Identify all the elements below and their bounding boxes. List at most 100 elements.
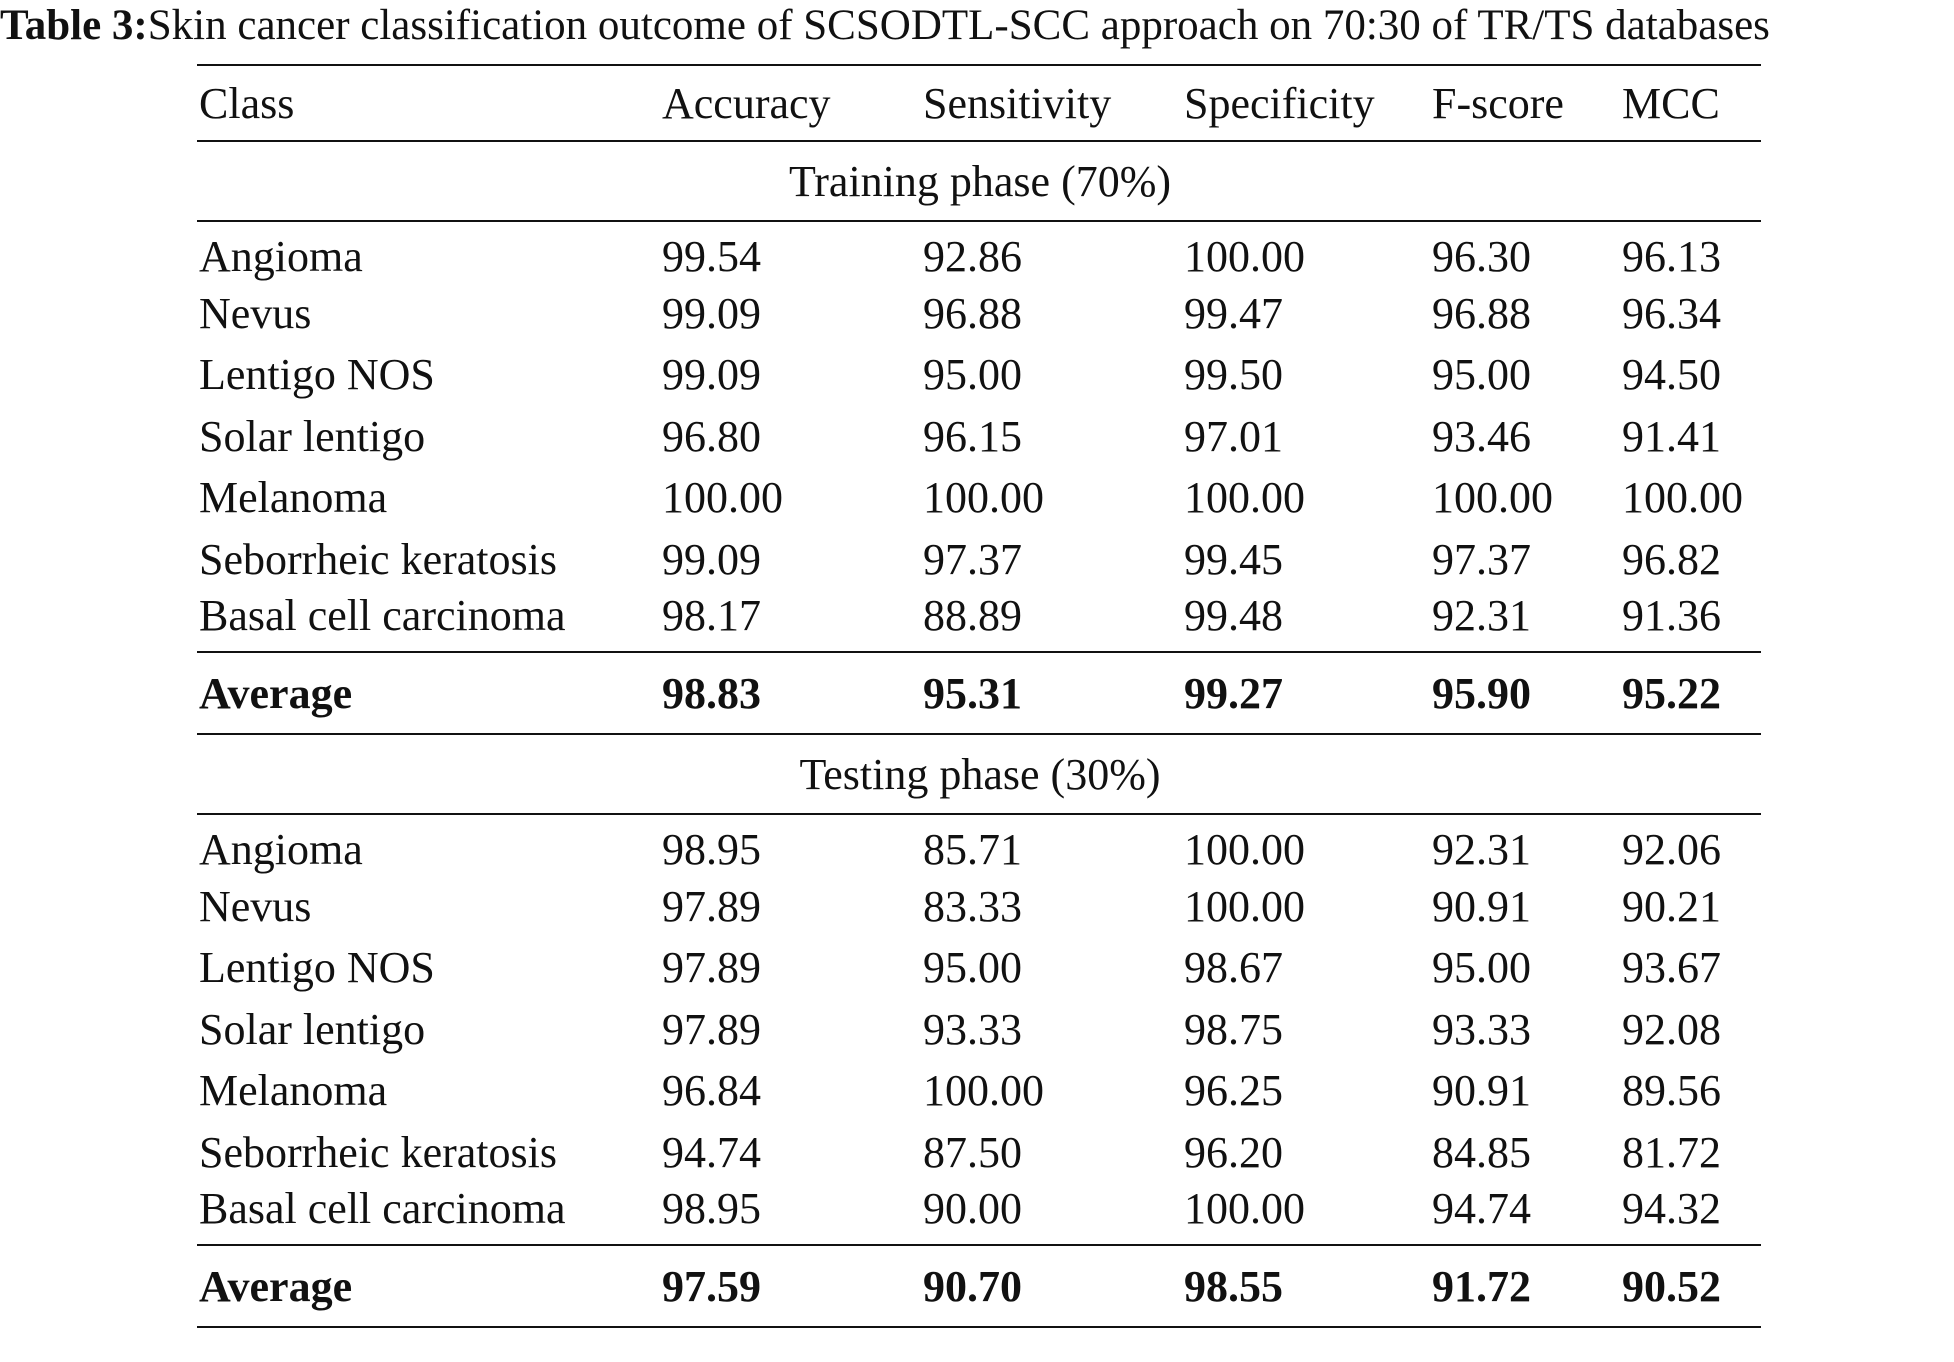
table-row: Solar lentigo 96.80 96.15 97.01 93.46 91.41: [197, 406, 1761, 468]
class-name-cell: Nevus: [199, 288, 312, 338]
metric-cell: 100.00: [1432, 473, 1553, 523]
table-row: Basal cell carcinoma 98.17 88.89 99.48 92.31…: [197, 590, 1761, 652]
metric-cell: 100.00: [1184, 473, 1305, 523]
metric-cell: 95.00: [923, 350, 1022, 400]
metric-cell: 83.33: [923, 881, 1022, 931]
metric-cell: 88.89: [923, 591, 1022, 640]
metric-cell: 90.91: [1432, 881, 1531, 931]
average-value: 95.31: [921, 651, 1182, 735]
table-row: Nevus 97.89 83.33 100.00 90.91 90.21: [197, 876, 1761, 938]
metric-cell: 99.50: [1184, 350, 1283, 400]
section-title: Training phase (70%): [197, 141, 1761, 222]
section-title: Testing phase (30%): [197, 734, 1761, 815]
metric-cell: 99.48: [1184, 591, 1283, 640]
table-row: Seborrheic keratosis 94.74 87.50 96.20 84.85…: [197, 1122, 1761, 1184]
metric-cell: 94.50: [1622, 350, 1721, 400]
average-row: Average 98.83 95.31 99.27 95.90 95.22: [197, 651, 1761, 735]
metric-cell: 98.95: [662, 1184, 761, 1233]
metric-cell: 100.00: [923, 473, 1044, 523]
table-row: Lentigo NOS 99.09 95.00 99.50 95.00 94.50: [197, 344, 1761, 406]
metric-cell: 93.33: [1432, 1004, 1531, 1054]
metric-cell: 92.86: [923, 231, 1022, 281]
metric-cell: 100.00: [1184, 231, 1305, 281]
average-value: 98.55: [1182, 1244, 1430, 1328]
table-row: Solar lentigo 97.89 93.33 98.75 93.33 92.08: [197, 999, 1761, 1061]
metric-cell: 92.31: [1432, 824, 1531, 874]
metric-cell: 94.74: [662, 1127, 761, 1177]
average-value: 97.59: [660, 1244, 921, 1328]
metric-cell: 97.89: [662, 881, 761, 931]
table-row: Angioma 99.54 92.86 100.00 96.30 96.13: [197, 221, 1761, 283]
average-value: 90.52: [1620, 1244, 1761, 1328]
metric-cell: 100.00: [923, 1066, 1044, 1116]
metric-cell: 98.75: [1184, 1004, 1283, 1054]
class-name-cell: Basal cell carcinoma: [199, 591, 566, 640]
class-name-cell: Melanoma: [199, 473, 388, 523]
metric-cell: 99.54: [662, 231, 761, 281]
average-value: 95.90: [1430, 651, 1620, 735]
metric-cell: 85.71: [923, 824, 1022, 874]
average-value: 95.22: [1620, 651, 1761, 735]
metric-cell: 99.09: [662, 350, 761, 400]
class-name-cell: Basal cell carcinoma: [199, 1184, 566, 1233]
metric-cell: 96.15: [923, 411, 1022, 461]
class-name-cell: Lentigo NOS: [199, 350, 435, 400]
metric-cell: 87.50: [923, 1127, 1022, 1177]
metric-cell: 94.74: [1432, 1184, 1531, 1233]
table-row: Melanoma 100.00 100.00 100.00 100.00 100.00: [197, 467, 1761, 529]
column-header-sensitivity: Sensitivity: [921, 64, 1182, 142]
table-row: Seborrheic keratosis 99.09 97.37 99.45 97.37…: [197, 529, 1761, 591]
average-value: 98.83: [660, 651, 921, 735]
metric-cell: 90.21: [1622, 881, 1721, 931]
metric-cell: 97.01: [1184, 411, 1283, 461]
metric-cell: 96.13: [1622, 231, 1721, 281]
table-row: Angioma 98.95 85.71 100.00 92.31 92.06: [197, 814, 1761, 876]
average-value: 91.72: [1430, 1244, 1620, 1328]
metric-cell: 99.09: [662, 534, 761, 584]
metric-cell: 97.37: [1432, 534, 1531, 584]
table-row: Basal cell carcinoma 98.95 90.00 100.00 94.7…: [197, 1183, 1761, 1245]
column-header-f-score: F-score: [1430, 64, 1620, 142]
table-row: Lentigo NOS 97.89 95.00 98.67 95.00 93.67: [197, 937, 1761, 999]
metric-cell: 93.67: [1622, 943, 1721, 993]
metric-cell: 96.34: [1622, 288, 1721, 338]
metric-cell: 97.89: [662, 943, 761, 993]
caption-text: Skin cancer classification outcome of SC…: [147, 2, 1770, 49]
metric-cell: 96.25: [1184, 1066, 1283, 1116]
metric-cell: 95.00: [1432, 943, 1531, 993]
metric-cell: 100.00: [1184, 824, 1305, 874]
metric-cell: 92.08: [1622, 1004, 1721, 1054]
results-table: Class Accuracy Sensitivity Specificity F…: [197, 64, 1761, 1328]
column-header-accuracy: Accuracy: [660, 64, 921, 142]
metric-cell: 91.41: [1622, 411, 1721, 461]
metric-cell: 98.17: [662, 591, 761, 640]
metric-cell: 96.88: [1432, 288, 1531, 338]
column-header-specificity: Specificity: [1182, 64, 1430, 142]
metric-cell: 99.09: [662, 288, 761, 338]
header-row: Class Accuracy Sensitivity Specificity F…: [197, 64, 1761, 142]
metric-cell: 93.33: [923, 1004, 1022, 1054]
table-caption: Table 3:Skin cancer classification outco…: [0, 0, 1954, 52]
class-name-cell: Seborrheic keratosis: [199, 1127, 557, 1177]
class-name-cell: Angioma: [199, 231, 363, 281]
column-header-class: Class: [197, 64, 660, 142]
metric-cell: 84.85: [1432, 1127, 1531, 1177]
table-row: Melanoma 96.84 100.00 96.25 90.91 89.56: [197, 1060, 1761, 1122]
metric-cell: 96.80: [662, 411, 761, 461]
metric-cell: 81.72: [1622, 1127, 1721, 1177]
caption-label: Table 3:: [0, 2, 148, 49]
metric-cell: 92.31: [1432, 591, 1531, 640]
average-label: Average: [197, 1244, 660, 1328]
class-name-cell: Lentigo NOS: [199, 943, 435, 993]
column-header-mcc: MCC: [1620, 64, 1761, 142]
average-label: Average: [197, 651, 660, 735]
metric-cell: 100.00: [1622, 473, 1743, 523]
table-body: Training phase (70%) Angioma 99.54 92.86 100…: [197, 141, 1761, 1328]
metric-cell: 97.37: [923, 534, 1022, 584]
metric-cell: 92.06: [1622, 824, 1721, 874]
metric-cell: 97.89: [662, 1004, 761, 1054]
metric-cell: 94.32: [1622, 1184, 1721, 1233]
average-value: 99.27: [1182, 651, 1430, 735]
metric-cell: 90.91: [1432, 1066, 1531, 1116]
metric-cell: 99.45: [1184, 534, 1283, 584]
